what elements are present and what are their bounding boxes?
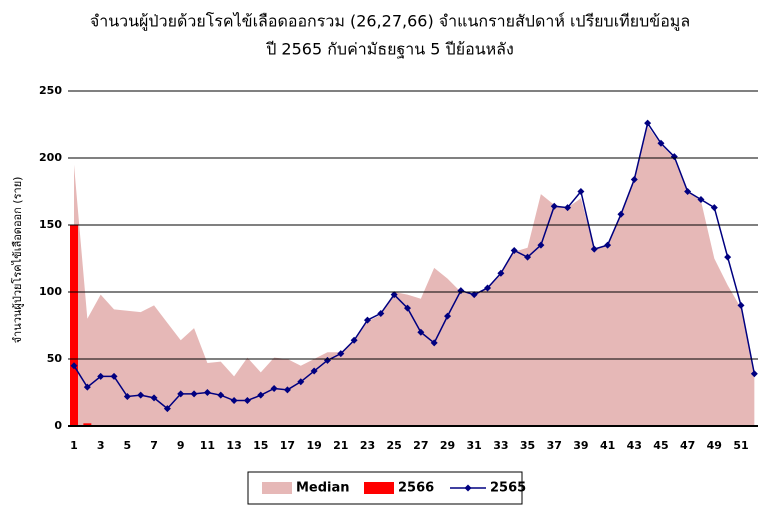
marker [724,253,732,261]
x-tick-label: 23 [360,439,375,452]
chart-title: จำนวนผู้ป่วยด้วยโรคไข้เลือดออกรวม (26,27… [90,12,690,32]
x-tick-label: 11 [200,439,215,452]
legend-marker [464,484,472,492]
legend-label: Median [296,481,350,496]
marker [590,245,598,253]
marker [230,397,238,405]
x-tick-label: 31 [467,439,482,452]
line [73,121,756,410]
bar [83,423,92,426]
marker [710,204,718,212]
marker [243,397,251,405]
x-tick-label: 43 [627,439,642,452]
marker [137,391,145,399]
x-tick-label: 37 [547,439,562,452]
marker [190,390,198,398]
marker [737,301,745,309]
marker [297,378,305,386]
marker [417,328,425,336]
marker [497,269,505,277]
x-tick-label: 41 [600,439,615,452]
marker [377,309,385,317]
legend-label: 2565 [490,481,526,496]
y-tick-label: 150 [39,218,62,231]
legend-swatch [262,482,292,494]
x-tick-label: 15 [253,439,268,452]
marker [390,291,398,299]
marker [684,188,692,195]
median-area [74,125,755,426]
x-tick-label: 29 [440,439,455,452]
y-tick-label: 50 [47,352,63,365]
marker [337,350,345,358]
marker [430,339,438,347]
marker [310,367,318,375]
marker [404,304,411,312]
y-tick-label: 250 [39,84,62,97]
x-tick-label: 5 [124,439,132,452]
marker [657,139,665,147]
x-tick-label: 17 [280,439,295,452]
marker [750,370,758,378]
marker [524,253,532,261]
legend-label: 2566 [398,481,434,496]
marker [617,210,625,218]
marker [537,241,545,249]
marker [257,391,265,399]
marker [697,196,705,204]
x-tick-label: 13 [226,439,241,452]
x-tick-label: 21 [333,439,348,452]
x-tick-label: 45 [653,439,668,452]
x-tick-label: 9 [177,439,185,452]
x-tick-label: 47 [680,439,695,452]
x-tick-label: 1 [70,439,78,452]
marker [510,246,518,254]
marker [203,389,211,396]
marker [564,204,572,212]
x-tick-label: 49 [707,439,722,452]
marker [550,202,558,210]
chart-title: ปี 2565 กับค่ามัธยฐาน 5 ปีย้อนหลัง [266,40,514,59]
marker [644,119,652,127]
x-tick-label: 51 [733,439,748,452]
x-tick-label: 19 [306,439,321,452]
x-tick-label: 27 [413,439,428,452]
y-tick-label: 100 [39,285,62,298]
marker [150,394,158,402]
x-tick-label: 25 [387,439,402,452]
marker [110,372,118,380]
marker [70,362,78,370]
y-axis-label: จำนวนผู้ป่วยโรคไข้เลือดออก (ราย) [10,177,24,344]
x-tick-label: 39 [573,439,588,452]
marker [270,384,278,392]
x-tick-label: 7 [150,439,158,452]
marker [444,312,452,320]
marker [630,175,638,183]
marker [177,390,185,398]
y-tick-label: 200 [39,151,62,164]
marker [123,393,131,401]
x-tick-label: 33 [493,439,508,452]
x-tick-label: 35 [520,439,535,452]
marker [484,284,492,292]
bar [70,225,78,426]
x-tick-label: 3 [97,439,105,452]
marker [97,372,105,380]
marker [470,291,478,299]
marker [604,241,612,249]
y-tick-label: 0 [54,419,62,432]
marker [217,391,225,399]
legend-swatch [364,482,394,494]
marker [577,188,585,195]
marker [363,316,371,324]
marker [350,336,358,344]
marker [83,383,91,391]
marker [283,386,291,394]
marker [163,405,171,413]
